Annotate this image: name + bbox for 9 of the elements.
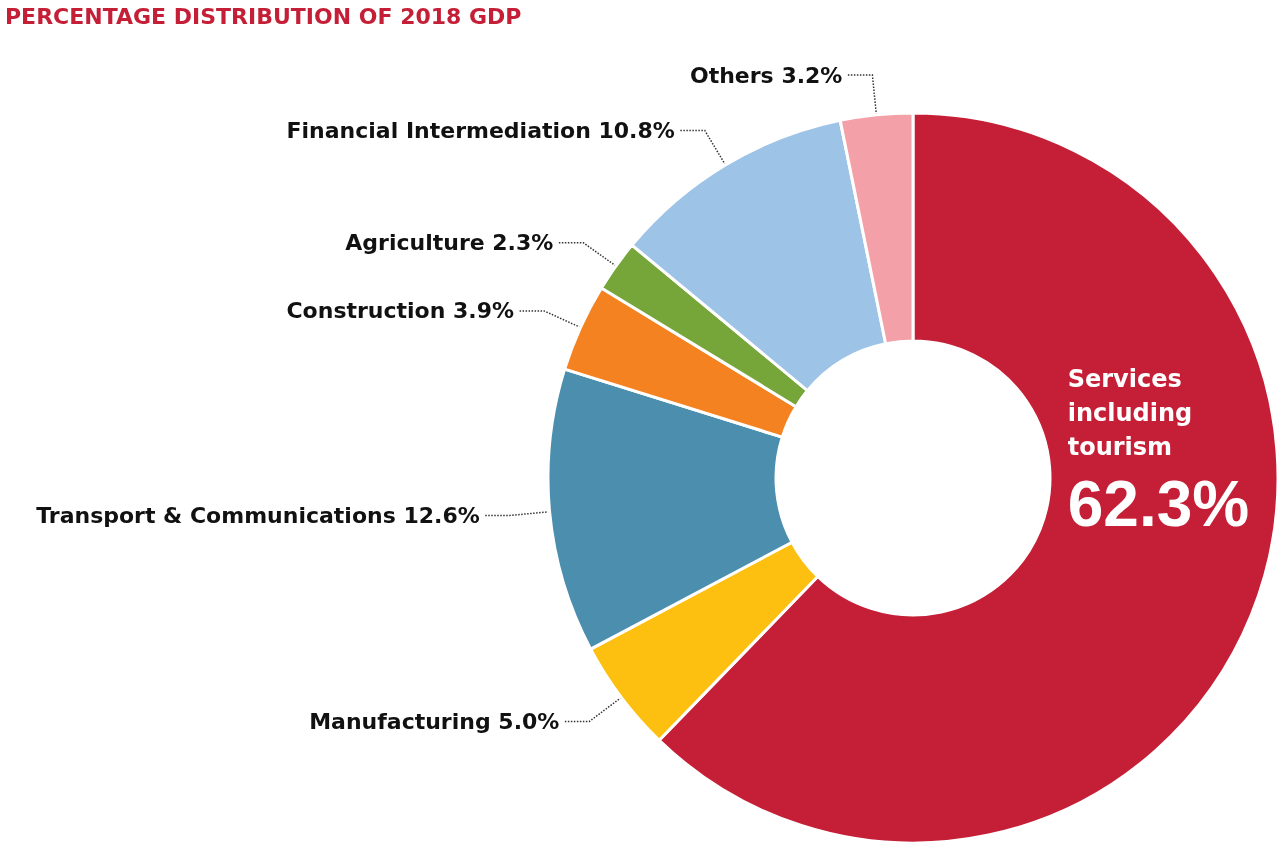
slice-label: Financial Intermediation 10.8% [286, 118, 675, 144]
slice-label: Others 3.2% [689, 62, 843, 88]
slice-label: Transport & Communications 12.6% [36, 502, 480, 528]
slice-label: Agriculture 2.3% [345, 230, 554, 256]
data-label: 62.3% [1067, 468, 1250, 541]
chart-title: PERCENTAGE DISTRIBUTION OF 2018 GDP [5, 3, 522, 29]
slice-label: Construction 3.9% [286, 298, 515, 324]
slice-label: Services including tourism [1067, 365, 1193, 462]
slice-label: Manufacturing 5.0% [309, 708, 560, 734]
